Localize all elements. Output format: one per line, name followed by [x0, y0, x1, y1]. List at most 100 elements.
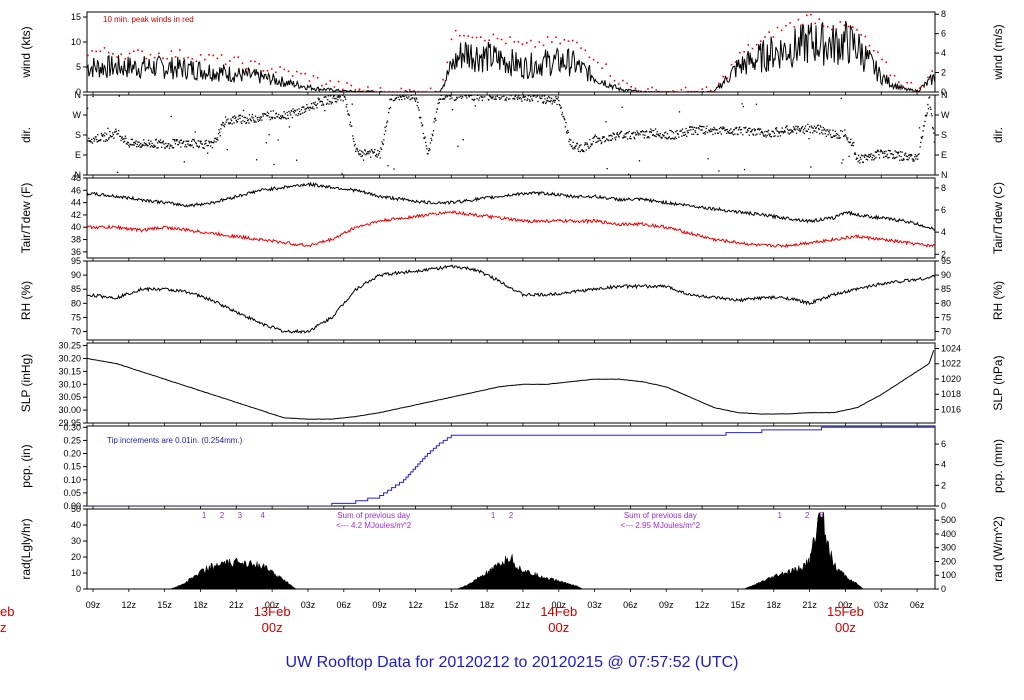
- direction-dot: [610, 134, 612, 136]
- direction-dot: [932, 126, 934, 129]
- direction-dot: [122, 138, 124, 140]
- peak-dot: [898, 81, 900, 83]
- rad-hour-mark: 3: [238, 511, 243, 520]
- direction-dot: [840, 97, 842, 100]
- direction-dot: [131, 138, 134, 141]
- direction-dot: [650, 131, 652, 133]
- direction-dot: [790, 129, 792, 131]
- direction-dot: [359, 153, 362, 155]
- direction-dot: [549, 97, 551, 99]
- left-tick-label: 0.25: [63, 435, 81, 445]
- peak-dot: [567, 40, 570, 42]
- peak-dot: [459, 34, 461, 37]
- direction-dot: [174, 140, 176, 142]
- direction-dot: [625, 136, 627, 138]
- direction-dot: [421, 125, 423, 127]
- direction-dot: [417, 107, 420, 109]
- peak-dot: [668, 91, 670, 92]
- left-tick-label: 36: [71, 247, 81, 257]
- direction-dot: [186, 146, 188, 148]
- direction-dot: [316, 107, 318, 109]
- direction-dot: [102, 133, 104, 136]
- direction-dot: [180, 146, 182, 148]
- direction-dot: [697, 127, 700, 129]
- direction-dot: [291, 110, 293, 112]
- direction-dot: [766, 134, 768, 137]
- direction-dot: [678, 111, 681, 113]
- direction-dot: [298, 108, 300, 110]
- direction-dot: [407, 97, 409, 99]
- left-tick-label: 30.20: [58, 353, 81, 363]
- peak-dot: [354, 89, 357, 91]
- direction-dot: [184, 144, 187, 146]
- direction-dot: [233, 122, 235, 124]
- direction-dot: [868, 156, 870, 159]
- direction-dot: [579, 144, 581, 147]
- direction-dot: [863, 156, 866, 158]
- peak-dot: [580, 47, 582, 49]
- peak-dot: [350, 84, 352, 87]
- direction-dot: [354, 143, 356, 145]
- direction-dot: [342, 95, 344, 96]
- direction-dot: [669, 129, 671, 132]
- direction-dot: [537, 100, 539, 103]
- direction-dot: [566, 132, 568, 134]
- direction-dot: [748, 127, 750, 130]
- direction-dot: [196, 145, 199, 147]
- direction-dot: [180, 139, 183, 141]
- direction-dot: [748, 134, 750, 136]
- direction-dot: [197, 140, 199, 142]
- peak-dot: [371, 89, 373, 92]
- direction-dot: [520, 98, 522, 100]
- direction-dot: [792, 126, 795, 128]
- direction-dot: [908, 154, 910, 156]
- direction-dot: [852, 145, 854, 147]
- direction-dot: [931, 115, 933, 117]
- direction-dot: [284, 113, 286, 115]
- direction-dot: [591, 143, 593, 145]
- direction-dot: [283, 111, 285, 113]
- direction-dot: [606, 138, 608, 140]
- x-tick-label: 06z: [337, 600, 352, 610]
- direction-dot: [265, 142, 267, 144]
- peak-dot: [479, 36, 482, 38]
- direction-dot: [277, 139, 279, 141]
- direction-dot: [791, 130, 793, 132]
- right-tick-label: 95: [941, 256, 951, 266]
- peak-dot: [174, 56, 177, 58]
- direction-dot: [521, 100, 523, 102]
- direction-dot: [178, 141, 180, 143]
- y-axis-label-left: RH (%): [19, 281, 33, 320]
- direction-dot: [825, 135, 827, 137]
- peak-dot: [103, 47, 106, 49]
- right-tick-label: S: [941, 130, 947, 140]
- x-tick-label: 21z: [802, 600, 817, 610]
- peak-dot: [806, 14, 808, 17]
- peak-dot: [128, 52, 131, 55]
- direction-dot: [518, 97, 521, 100]
- direction-dot: [607, 139, 609, 141]
- direction-dot: [878, 154, 880, 156]
- direction-dot: [174, 143, 177, 145]
- direction-dot: [335, 98, 337, 100]
- direction-dot: [114, 131, 116, 133]
- direction-dot: [646, 137, 648, 139]
- direction-dot: [686, 135, 688, 137]
- direction-dot: [720, 133, 722, 135]
- direction-dot: [401, 95, 403, 97]
- x-tick-label: 00z: [265, 600, 280, 610]
- direction-dot: [339, 96, 341, 98]
- direction-dot: [458, 96, 460, 98]
- direction-dot: [885, 150, 887, 152]
- direction-dot: [694, 130, 696, 132]
- peak-dot: [638, 91, 641, 92]
- direction-dot: [303, 106, 305, 108]
- direction-dot: [176, 140, 178, 142]
- peak-dot: [538, 41, 541, 43]
- direction-dot: [535, 96, 537, 98]
- direction-dot: [513, 97, 515, 99]
- peak-dot: [429, 87, 432, 90]
- direction-dot: [576, 143, 578, 145]
- direction-dot: [810, 166, 812, 168]
- direction-dot: [603, 136, 605, 138]
